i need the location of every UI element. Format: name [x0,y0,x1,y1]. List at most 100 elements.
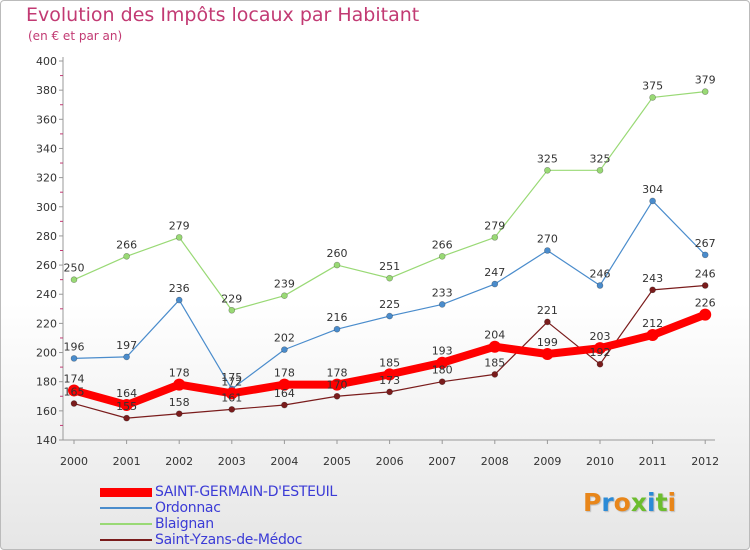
data-point [123,253,130,260]
data-point [438,301,446,308]
y-tick-label: 180 [36,376,57,389]
data-point [333,261,341,269]
data-label: 229 [221,292,242,305]
data-point [491,234,499,241]
data-point [383,368,396,381]
data-point [594,342,606,355]
series-0 [68,308,712,412]
data-point [386,388,393,396]
data-label: 267 [695,237,716,250]
x-tick-label: 2010 [586,455,614,468]
data-label: 174 [64,372,85,385]
x-tick-label: 2012 [691,455,719,468]
data-point [699,308,712,321]
data-label: 216 [327,311,348,324]
data-label: 164 [116,387,137,400]
data-point [491,280,499,288]
data-label: 379 [695,74,716,87]
data-point [70,276,78,283]
legend-swatch [100,523,152,525]
data-label: 243 [642,272,663,285]
data-label: 202 [274,332,295,345]
data-label: 164 [274,387,295,400]
data-point [281,401,288,409]
data-label: 221 [537,304,558,317]
data-label: 197 [116,339,137,352]
series-2 [70,88,709,314]
x-tick-label: 2000 [60,455,88,468]
data-point [701,282,709,289]
legend-swatch [100,507,152,509]
data-point [646,329,659,342]
data-point [175,234,183,241]
data-label: 251 [379,260,400,273]
y-tick-label: 340 [36,142,57,155]
data-label: 279 [169,219,190,232]
x-tick-label: 2005 [323,455,351,468]
data-label: 260 [327,247,348,260]
data-point [544,247,551,254]
data-label: 178 [169,367,190,380]
logo-letter: P [583,488,602,517]
data-label: 225 [379,298,400,311]
data-point [649,197,656,205]
data-point [438,378,446,385]
axes: 140 160 180 200 220 240 260 280 300 320 340 360 380 4… [36,55,719,468]
x-tick-label: 2007 [428,455,456,468]
data-point [173,378,186,391]
legend-swatch [100,487,152,497]
data-point [701,251,709,259]
x-tick-label: 2001 [113,455,141,468]
x-tick-label: 2008 [481,455,509,468]
data-label: 270 [537,233,558,246]
y-tick-label: 380 [36,84,57,97]
data-labels-layer: 174 164 178 172 178 178 185 193 204 199 203 212 226 1… [64,74,716,414]
data-point [649,286,656,294]
data-point [228,406,236,413]
data-point [544,167,551,174]
y-tick-label: 160 [36,405,57,418]
data-point [175,296,183,304]
data-point [68,384,80,397]
data-point [491,371,499,378]
x-tick-label: 2004 [270,455,298,468]
data-point [596,167,604,174]
y-tick-label: 280 [36,230,57,243]
logo-letter: t [655,488,668,517]
data-point [701,88,709,95]
data-label: 173 [379,374,400,387]
logo-letter: i [667,488,677,517]
data-point [123,353,130,361]
data-point [386,312,393,320]
data-point [436,356,449,369]
data-point [333,325,341,333]
legend-label: Saint-Yzans-de-Médoc [155,532,303,548]
data-point [438,253,446,260]
data-point [120,399,133,412]
data-point [596,282,604,289]
data-point [70,355,78,362]
data-label: 226 [695,297,716,310]
logo-letter: i [647,488,656,517]
data-label: 193 [432,345,453,358]
data-label: 247 [484,266,505,279]
data-point [333,392,341,400]
data-label: 325 [590,152,611,165]
y-tick-label: 320 [36,172,57,185]
x-tick-label: 2011 [639,455,667,468]
y-tick-label: 220 [36,317,57,330]
x-tick-label: 2002 [165,455,193,468]
logo-letter: o [613,488,631,517]
data-label: 266 [432,238,453,251]
data-label: 239 [274,278,295,291]
data-label: 246 [590,267,611,280]
data-label: 175 [221,371,242,384]
x-tick-label: 2009 [533,455,561,468]
series-3 [70,282,709,422]
data-point [175,410,183,418]
data-point [278,378,291,391]
y-tick-label: 360 [36,113,57,126]
data-point [541,347,554,360]
data-point [228,306,236,314]
data-label: 178 [274,367,295,380]
